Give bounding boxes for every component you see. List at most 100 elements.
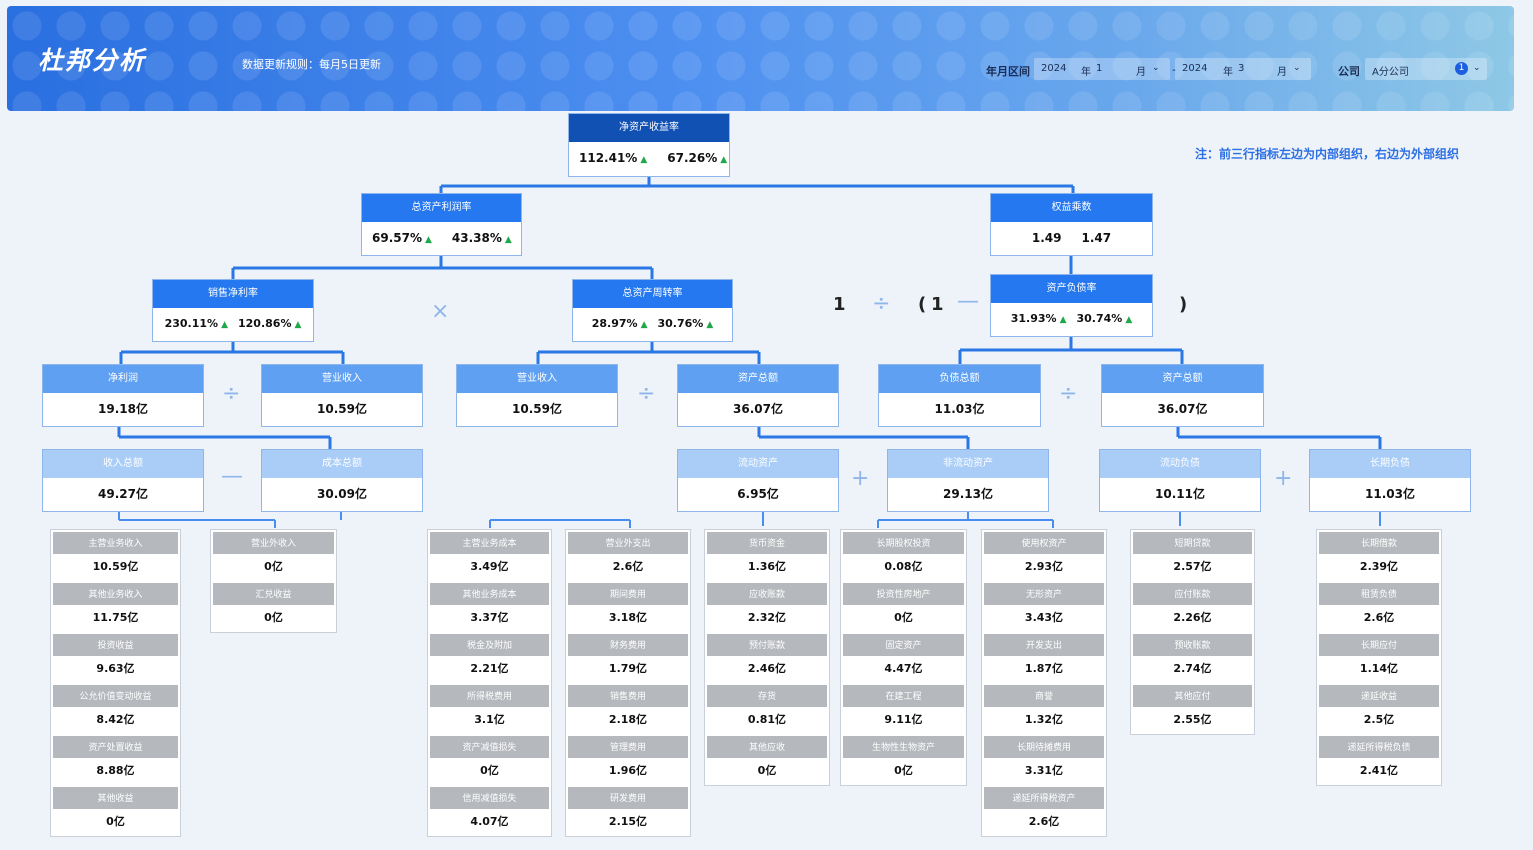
leaf-item[interactable]: 递延所得税负债 2.41亿 bbox=[1317, 734, 1441, 785]
node-label: 净利润 bbox=[43, 365, 203, 393]
node-nm-v2: 120.86% bbox=[238, 317, 292, 330]
leaf-item[interactable]: 递延所得税资产 2.6亿 bbox=[982, 785, 1106, 836]
leaf-item-value: 0亿 bbox=[264, 560, 283, 573]
leaf-item-value: 9.63亿 bbox=[96, 662, 135, 675]
start-year: 2024 bbox=[1041, 63, 1067, 74]
node-current-assets[interactable]: 流动资产 6.95亿 bbox=[677, 449, 839, 512]
node-label: 长期负债 bbox=[1310, 450, 1470, 478]
leaf-item[interactable]: 短期贷款 2.57亿 bbox=[1131, 530, 1254, 581]
node-noncurrent-assets[interactable]: 非流动资产 29.13亿 bbox=[887, 449, 1049, 512]
leaf-item[interactable]: 长期借款 2.39亿 bbox=[1317, 530, 1441, 581]
chevron-down-icon[interactable]: ⌄ bbox=[1293, 63, 1301, 73]
leaf-item[interactable]: 固定资产 4.47亿 bbox=[841, 632, 966, 683]
leaf-item[interactable]: 长期应付 1.14亿 bbox=[1317, 632, 1441, 683]
end-month-unit: 月 bbox=[1277, 67, 1287, 78]
leaf-item[interactable]: 使用权资产 2.93亿 bbox=[982, 530, 1106, 581]
leaf-item-value: 0亿 bbox=[480, 764, 499, 777]
node-roe[interactable]: 净资产收益率 112.41% ▲ 67.26% ▲ bbox=[568, 113, 730, 177]
leaf-item[interactable]: 租赁负债 2.6亿 bbox=[1317, 581, 1441, 632]
leaf-item[interactable]: 投资收益 9.63亿 bbox=[51, 632, 180, 683]
leaf-item[interactable]: 财务费用 1.79亿 bbox=[566, 632, 690, 683]
leaf-item[interactable]: 商誉 1.32亿 bbox=[982, 683, 1106, 734]
leaf-item[interactable]: 预收账款 2.74亿 bbox=[1131, 632, 1254, 683]
node-revenue[interactable]: 营业收入 10.59亿 bbox=[261, 364, 423, 427]
leaf-item[interactable]: 其他业务收入 11.75亿 bbox=[51, 581, 180, 632]
node-total-liabilities[interactable]: 负债总额 11.03亿 bbox=[878, 364, 1041, 427]
leaf-item-label: 研发费用 bbox=[566, 785, 690, 809]
node-asset-turnover[interactable]: 总资产周转率 28.97% ▲ 30.76% ▲ bbox=[572, 279, 733, 342]
node-total-assets[interactable]: 资产总额 36.07亿 bbox=[1101, 364, 1264, 427]
node-label: 非流动资产 bbox=[888, 450, 1048, 478]
leaf-item[interactable]: 开发支出 1.87亿 bbox=[982, 632, 1106, 683]
leaf-item[interactable]: 投资性房地产 0亿 bbox=[841, 581, 966, 632]
leaf-item[interactable]: 长期待摊费用 3.31亿 bbox=[982, 734, 1106, 785]
node-label: 负债总额 bbox=[879, 365, 1040, 393]
leaf-item[interactable]: 应付账款 2.26亿 bbox=[1131, 581, 1254, 632]
leaf-item[interactable]: 其他业务成本 3.37亿 bbox=[428, 581, 551, 632]
divide-operator: ÷ bbox=[872, 291, 891, 316]
leaf-item[interactable]: 存货 0.81亿 bbox=[705, 683, 829, 734]
leaf-item[interactable]: 无形资产 3.43亿 bbox=[982, 581, 1106, 632]
leaf-item[interactable]: 其他应收 0亿 bbox=[705, 734, 829, 785]
node-dr-v2: 30.74% bbox=[1076, 312, 1123, 325]
leaf-item[interactable]: 在建工程 9.11亿 bbox=[841, 683, 966, 734]
company-select[interactable]: A分公司 1 ⌄ bbox=[1365, 58, 1487, 80]
leaf-item-label: 其他应付 bbox=[1131, 683, 1254, 707]
chevron-down-icon[interactable]: ⌄ bbox=[1152, 63, 1160, 73]
leaf-item[interactable]: 期间费用 3.18亿 bbox=[566, 581, 690, 632]
node-longterm-liabilities[interactable]: 长期负债 11.03亿 bbox=[1309, 449, 1471, 512]
up-arrow-icon: ▲ bbox=[424, 235, 432, 245]
leaf-item[interactable]: 所得税费用 3.1亿 bbox=[428, 683, 551, 734]
node-roa[interactable]: 总资产利润率 69.57% ▲ 43.38% ▲ bbox=[361, 193, 522, 256]
leaf-item[interactable]: 税金及附加 2.21亿 bbox=[428, 632, 551, 683]
leaf-item-value: 0亿 bbox=[264, 611, 283, 624]
leaf-item-label: 信用减值损失 bbox=[428, 785, 551, 809]
end-month-picker[interactable]: 2024 年 3 月 ⌄ bbox=[1175, 58, 1311, 80]
leaf-item-label: 预付账款 bbox=[705, 632, 829, 656]
start-month-unit: 月 bbox=[1136, 67, 1146, 78]
node-net-profit[interactable]: 净利润 19.18亿 bbox=[42, 364, 204, 427]
leaf-item[interactable]: 递延收益 2.5亿 bbox=[1317, 683, 1441, 734]
leaf-item[interactable]: 公允价值变动收益 8.42亿 bbox=[51, 683, 180, 734]
node-net-margin[interactable]: 销售净利率 230.11% ▲ 120.86% ▲ bbox=[152, 279, 314, 342]
start-month-picker[interactable]: 2024 年 1 月 ⌄ bbox=[1034, 58, 1170, 80]
leaf-item[interactable]: 资产处置收益 8.88亿 bbox=[51, 734, 180, 785]
company-value: A分公司 bbox=[1372, 67, 1409, 78]
leaf-item[interactable]: 研发费用 2.15亿 bbox=[566, 785, 690, 836]
node-value: 10.11亿 bbox=[1155, 487, 1205, 501]
leaf-item-value: 9.11亿 bbox=[884, 713, 923, 726]
leaf-item[interactable]: 其他收益 0亿 bbox=[51, 785, 180, 836]
leaf-item[interactable]: 主营业务收入 10.59亿 bbox=[51, 530, 180, 581]
leaf-item[interactable]: 其他应付 2.55亿 bbox=[1131, 683, 1254, 734]
node-em-v2: 1.47 bbox=[1081, 231, 1112, 245]
node-revenue[interactable]: 营业收入 10.59亿 bbox=[456, 364, 618, 427]
end-month: 3 bbox=[1238, 63, 1245, 74]
node-total-income[interactable]: 收入总额 49.27亿 bbox=[42, 449, 204, 512]
node-debt-ratio[interactable]: 资产负债率 31.93% ▲ 30.74% ▲ bbox=[990, 274, 1153, 337]
leaf-item[interactable]: 管理费用 1.96亿 bbox=[566, 734, 690, 785]
leaf-item[interactable]: 长期股权投资 0.08亿 bbox=[841, 530, 966, 581]
leaf-item[interactable]: 营业外收入 0亿 bbox=[211, 530, 336, 581]
leaf-item[interactable]: 销售费用 2.18亿 bbox=[566, 683, 690, 734]
node-equity-multiplier[interactable]: 权益乘数 1.49 1.47 bbox=[990, 193, 1153, 256]
end-year-unit: 年 bbox=[1223, 67, 1233, 78]
leaf-item[interactable]: 生物性生物资产 0亿 bbox=[841, 734, 966, 785]
leaf-item[interactable]: 资产减值损失 0亿 bbox=[428, 734, 551, 785]
node-current-liabilities[interactable]: 流动负债 10.11亿 bbox=[1099, 449, 1261, 512]
node-roe-v2: 67.26% bbox=[667, 151, 718, 165]
leaf-item[interactable]: 主营业务成本 3.49亿 bbox=[428, 530, 551, 581]
node-roa-v2: 43.38% bbox=[451, 231, 502, 245]
leaf-item[interactable]: 汇兑收益 0亿 bbox=[211, 581, 336, 632]
leaf-item-label: 税金及附加 bbox=[428, 632, 551, 656]
node-total-cost[interactable]: 成本总额 30.09亿 bbox=[261, 449, 423, 512]
leaf-item[interactable]: 预付账款 2.46亿 bbox=[705, 632, 829, 683]
leaf-item[interactable]: 营业外支出 2.6亿 bbox=[566, 530, 690, 581]
leaf-item[interactable]: 货币资金 1.36亿 bbox=[705, 530, 829, 581]
leaf-item[interactable]: 信用减值损失 4.07亿 bbox=[428, 785, 551, 836]
close-paren: ) bbox=[1179, 294, 1188, 315]
node-total-assets[interactable]: 资产总额 36.07亿 bbox=[677, 364, 839, 427]
chevron-down-icon[interactable]: ⌄ bbox=[1473, 63, 1481, 73]
leaf-item[interactable]: 应收账款 2.32亿 bbox=[705, 581, 829, 632]
leaf-item-label: 生物性生物资产 bbox=[841, 734, 966, 758]
